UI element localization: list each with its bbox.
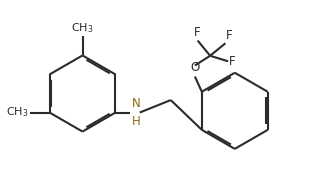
Text: F: F — [229, 55, 235, 68]
Text: CH$_3$: CH$_3$ — [71, 21, 94, 35]
Text: CH$_3$: CH$_3$ — [6, 106, 29, 119]
Text: O: O — [190, 61, 200, 74]
Text: H: H — [132, 115, 140, 128]
Text: F: F — [194, 26, 200, 39]
Text: F: F — [226, 29, 233, 42]
Text: N: N — [132, 97, 140, 111]
